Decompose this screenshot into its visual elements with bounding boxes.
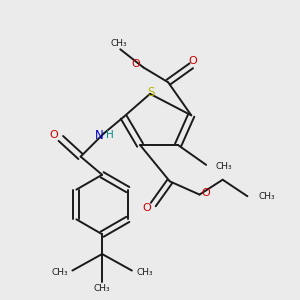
Text: S: S xyxy=(147,86,154,99)
Text: CH₃: CH₃ xyxy=(110,39,127,48)
Text: CH₃: CH₃ xyxy=(94,284,110,293)
Text: O: O xyxy=(142,203,151,213)
Text: O: O xyxy=(132,59,140,69)
Text: O: O xyxy=(202,188,211,198)
Text: O: O xyxy=(50,130,58,140)
Text: N: N xyxy=(94,129,103,142)
Text: CH₃: CH₃ xyxy=(52,268,68,277)
Text: CH₃: CH₃ xyxy=(259,192,276,201)
Text: O: O xyxy=(189,56,197,66)
Text: CH₃: CH₃ xyxy=(136,268,153,277)
Text: H: H xyxy=(106,130,114,140)
Text: CH₃: CH₃ xyxy=(215,162,232,171)
